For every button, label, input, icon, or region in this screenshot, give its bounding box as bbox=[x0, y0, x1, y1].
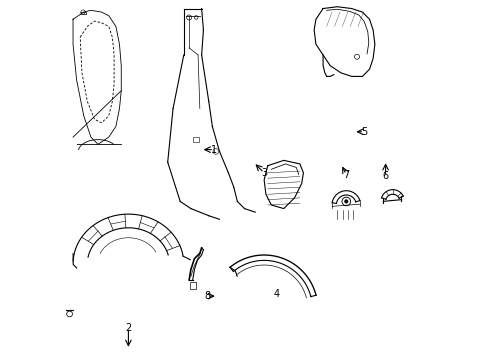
Text: 5: 5 bbox=[360, 127, 366, 137]
Text: 7: 7 bbox=[343, 170, 349, 180]
Text: 1: 1 bbox=[211, 145, 217, 155]
Text: 4: 4 bbox=[273, 289, 279, 299]
Text: 6: 6 bbox=[382, 171, 388, 181]
Circle shape bbox=[344, 200, 347, 203]
Text: 2: 2 bbox=[125, 323, 131, 333]
Bar bbox=[189, 282, 196, 289]
Bar bbox=[192, 137, 199, 143]
Text: 3: 3 bbox=[261, 168, 266, 178]
Text: 8: 8 bbox=[203, 291, 210, 301]
